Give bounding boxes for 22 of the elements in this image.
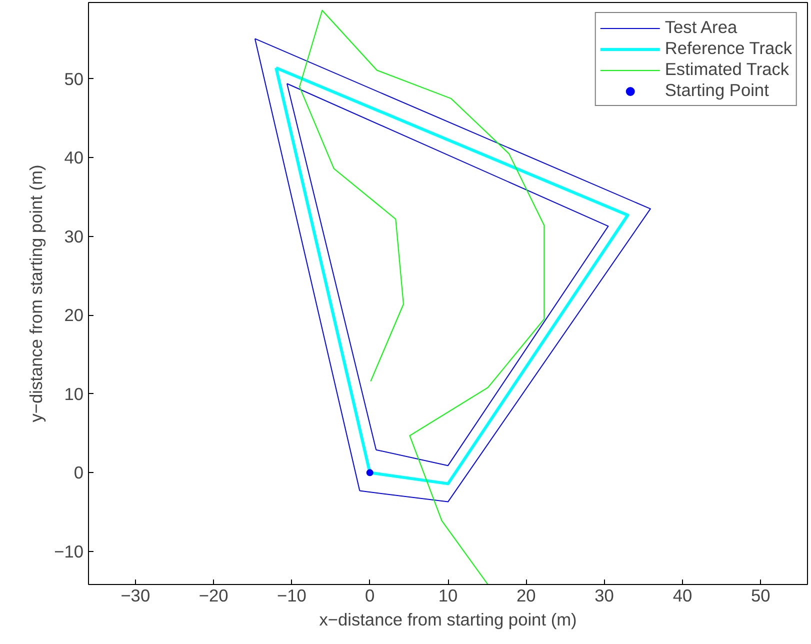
x-tick-label: −30 <box>120 586 150 606</box>
y-tick-label: 20 <box>64 305 84 326</box>
y-tick-label: −10 <box>54 541 84 562</box>
x-tick-label: 0 <box>365 586 375 606</box>
y-tick-label: 40 <box>64 148 84 168</box>
x-tick-label: −20 <box>198 586 228 606</box>
x-tick-label: 40 <box>672 586 692 606</box>
x-tick-label: 10 <box>438 586 458 606</box>
x-axis-title: x−distance from starting point (m) <box>319 610 577 630</box>
x-tick-label: 50 <box>750 586 770 606</box>
y-tick-label: 0 <box>74 462 84 483</box>
y-tick-label: 30 <box>64 226 84 246</box>
y-tick-label: 50 <box>64 68 84 89</box>
x-tick-label: −10 <box>277 586 306 606</box>
legend-label: Test Area <box>664 17 738 38</box>
y-axis-title: y−distance from starting point (m) <box>26 164 46 422</box>
y-tick-label: 10 <box>64 384 84 404</box>
legend-label: Starting Point <box>664 80 769 101</box>
x-tick-label: 30 <box>594 586 614 606</box>
x-tick-label: 20 <box>516 586 536 606</box>
legend-label: Estimated Track <box>664 59 790 80</box>
legend-label: Reference Track <box>664 38 792 59</box>
